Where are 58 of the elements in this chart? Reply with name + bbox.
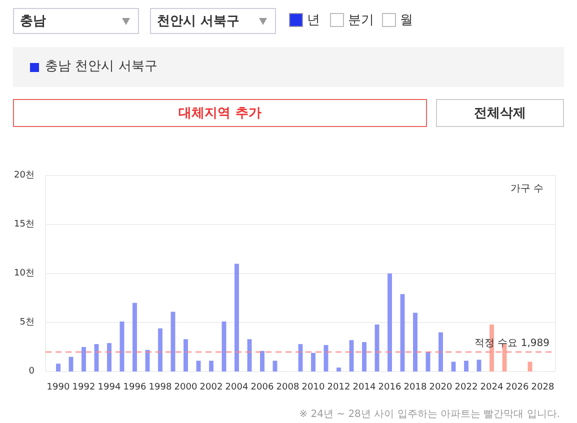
bar	[438, 332, 443, 372]
x-tick-label: 2018	[404, 382, 427, 392]
bar	[82, 347, 86, 372]
bar	[196, 360, 201, 372]
x-tick-label: 1990	[46, 382, 70, 392]
bar	[132, 302, 137, 372]
x-tick-label: 1998	[148, 382, 172, 392]
bar	[158, 328, 162, 372]
x-tick-label: 2016	[378, 382, 402, 392]
bar	[362, 342, 366, 372]
bar	[209, 360, 214, 372]
bar	[184, 339, 188, 372]
bar	[464, 360, 468, 372]
x-tick-label: 2008	[276, 382, 300, 392]
x-tick-label: 2010	[302, 382, 325, 392]
x-tick-label: 2006	[250, 382, 274, 392]
x-tick-label: 2022	[454, 382, 478, 392]
x-tick-label: 2026	[506, 382, 529, 392]
bar	[451, 362, 456, 372]
x-tick-label: 1994	[98, 382, 121, 392]
bar	[170, 312, 176, 372]
y-tick-label: 0	[28, 366, 35, 376]
x-tick-label: 1996	[123, 382, 146, 392]
bar	[388, 274, 392, 372]
bar	[260, 350, 264, 372]
bar	[311, 352, 316, 372]
bar	[56, 364, 60, 372]
text: 천안시 서북구	[150, 8, 276, 34]
text: 대체지역 추가	[13, 99, 427, 127]
bar	[528, 362, 532, 372]
bar	[336, 368, 341, 372]
x-tick-label: 2028	[531, 382, 554, 392]
y-tick-label: 20천	[14, 170, 34, 180]
text: 년	[307, 12, 320, 30]
bar	[413, 312, 418, 372]
y-tick-label: 5천	[20, 318, 35, 328]
bar	[272, 360, 278, 372]
bar	[107, 343, 112, 372]
x-tick-label: 2004	[225, 382, 248, 392]
y-tick-label: 15천	[14, 220, 34, 230]
x-tick-label: 2024	[480, 382, 504, 392]
y-axis-title: 가구 수	[510, 184, 544, 194]
x-tick-label: 2020	[429, 382, 452, 392]
x-tick-label: 2002	[200, 382, 223, 392]
text: 충남 천안시 서북구	[45, 58, 158, 76]
text: 충남	[13, 8, 139, 34]
y-tick-label: 10천	[14, 268, 34, 278]
x-tick-label: 2000	[174, 382, 198, 392]
text: ※ 24년 ~ 28년 사이 입주하는 아파트는 빨간막대 입니다.	[298, 408, 560, 422]
text: 분기	[348, 12, 374, 30]
x-tick-label: 2014	[352, 382, 376, 392]
ref-line-label: 적정 수요 1,989	[474, 338, 550, 350]
bar	[476, 360, 482, 372]
x-tick-label: 1992	[72, 382, 96, 392]
x-tick-label: 2012	[327, 382, 350, 392]
text: 월	[400, 12, 413, 30]
text: 전체삭제	[436, 99, 564, 127]
bar	[234, 264, 239, 372]
